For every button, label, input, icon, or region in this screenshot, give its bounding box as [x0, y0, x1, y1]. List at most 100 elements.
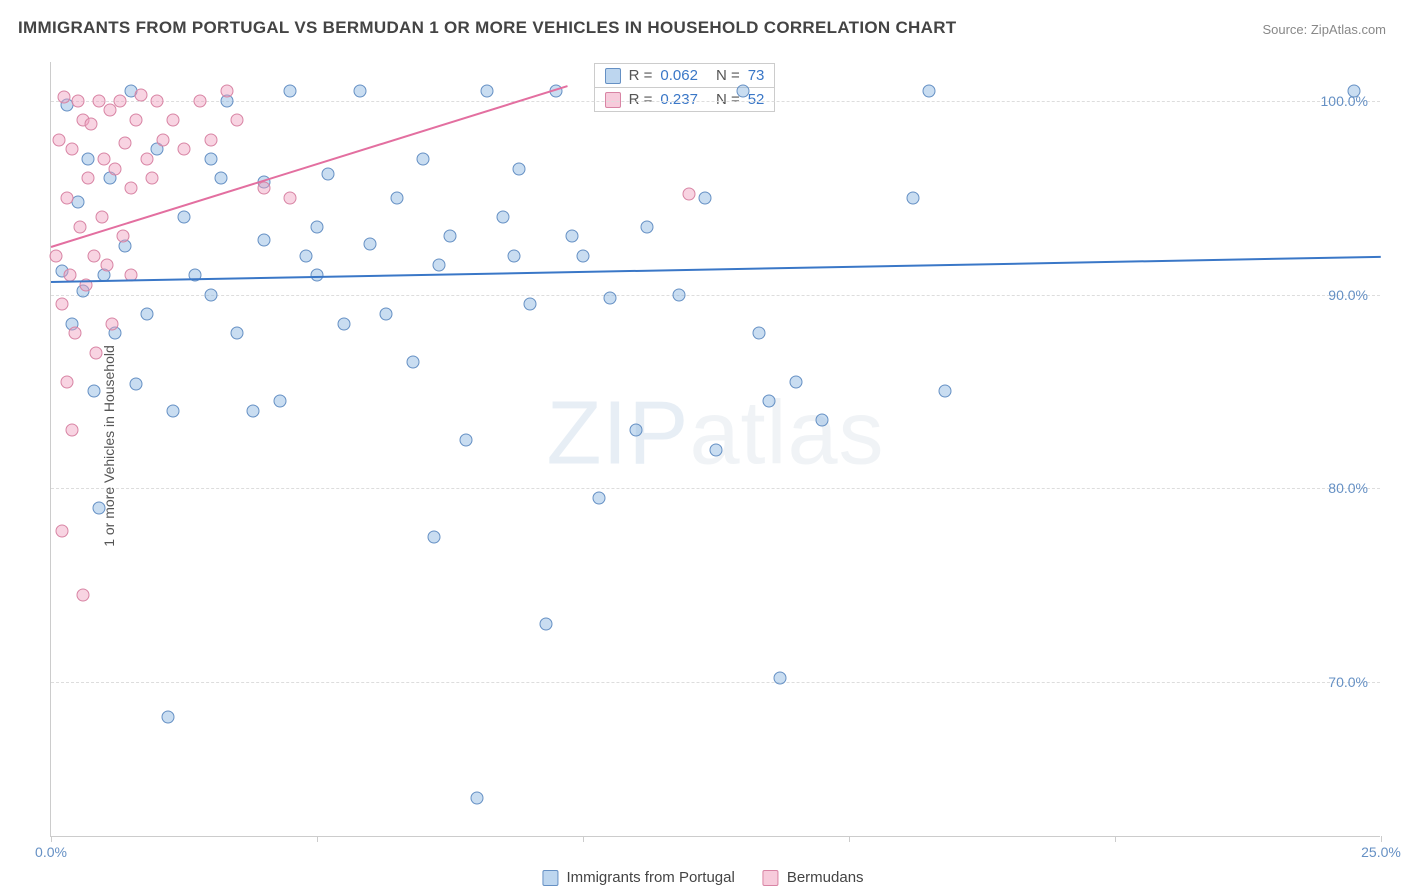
data-point	[752, 327, 765, 340]
data-point	[507, 249, 520, 262]
data-point	[215, 172, 228, 185]
data-point	[60, 191, 73, 204]
data-point	[428, 530, 441, 543]
data-point	[592, 491, 605, 504]
y-tick-label: 70.0%	[1328, 674, 1368, 690]
data-point	[922, 85, 935, 98]
stat-n-label: N =	[716, 67, 740, 84]
data-point	[906, 191, 919, 204]
data-point	[116, 230, 129, 243]
x-tick	[583, 836, 584, 842]
legend-label: Bermudans	[787, 869, 864, 886]
data-point	[178, 211, 191, 224]
data-point	[231, 114, 244, 127]
series-swatch-icon	[605, 92, 621, 108]
data-point	[247, 404, 260, 417]
data-point	[321, 168, 334, 181]
data-point	[444, 230, 457, 243]
data-point	[140, 307, 153, 320]
data-point	[204, 133, 217, 146]
data-point	[66, 143, 79, 156]
data-point	[167, 404, 180, 417]
data-point	[82, 152, 95, 165]
data-point	[710, 443, 723, 456]
data-point	[108, 162, 121, 175]
data-point	[577, 249, 590, 262]
stat-n-value: 73	[748, 67, 765, 84]
data-point	[566, 230, 579, 243]
data-point	[178, 143, 191, 156]
gridline	[51, 682, 1380, 683]
data-point	[789, 375, 802, 388]
data-point	[98, 152, 111, 165]
x-tick	[1115, 836, 1116, 842]
stat-r-value: 0.237	[660, 91, 698, 108]
data-point	[630, 424, 643, 437]
data-point	[481, 85, 494, 98]
data-point	[284, 85, 297, 98]
data-point	[417, 152, 430, 165]
data-point	[539, 617, 552, 630]
data-point	[459, 433, 472, 446]
data-point	[95, 211, 108, 224]
data-point	[135, 88, 148, 101]
data-point	[497, 211, 510, 224]
gridline	[51, 488, 1380, 489]
data-point	[513, 162, 526, 175]
legend-swatch-icon	[763, 870, 779, 886]
series-swatch-icon	[605, 68, 621, 84]
data-point	[470, 792, 483, 805]
data-point	[130, 377, 143, 390]
chart-title: IMMIGRANTS FROM PORTUGAL VS BERMUDAN 1 O…	[18, 18, 956, 38]
data-point	[92, 94, 105, 107]
data-point	[68, 327, 81, 340]
data-point	[162, 710, 175, 723]
data-point	[106, 317, 119, 330]
x-tick	[1381, 836, 1382, 842]
x-tick	[317, 836, 318, 842]
legend: Immigrants from Portugal Bermudans	[542, 869, 863, 886]
data-point	[71, 94, 84, 107]
data-point	[52, 133, 65, 146]
data-point	[103, 104, 116, 117]
data-point	[204, 152, 217, 165]
data-point	[220, 85, 233, 98]
y-axis-label: 1 or more Vehicles in Household	[101, 345, 117, 547]
data-point	[380, 307, 393, 320]
data-point	[284, 191, 297, 204]
x-tick-label: 0.0%	[35, 844, 67, 860]
data-point	[736, 85, 749, 98]
data-point	[119, 137, 132, 150]
data-point	[193, 94, 206, 107]
data-point	[683, 187, 696, 200]
watermark: ZIPatlas	[546, 382, 884, 485]
data-point	[50, 249, 63, 262]
data-point	[114, 94, 127, 107]
gridline	[51, 101, 1380, 102]
stat-n-value: 52	[748, 91, 765, 108]
data-point	[231, 327, 244, 340]
data-point	[55, 524, 68, 537]
data-point	[100, 259, 113, 272]
scatter-plot-area: ZIPatlas R =0.062N =73R =0.237N =52 70.0…	[50, 62, 1380, 837]
data-point	[257, 234, 270, 247]
stats-row: R =0.062N =73	[594, 63, 776, 88]
trend-line	[51, 256, 1381, 283]
data-point	[156, 133, 169, 146]
data-point	[353, 85, 366, 98]
data-point	[311, 220, 324, 233]
data-point	[130, 114, 143, 127]
stat-r-value: 0.062	[660, 67, 698, 84]
data-point	[603, 292, 616, 305]
data-point	[1348, 85, 1361, 98]
x-tick	[849, 836, 850, 842]
data-point	[273, 395, 286, 408]
data-point	[58, 90, 71, 103]
data-point	[167, 114, 180, 127]
data-point	[146, 172, 159, 185]
data-point	[66, 424, 79, 437]
data-point	[364, 238, 377, 251]
data-point	[76, 588, 89, 601]
x-tick-label: 25.0%	[1361, 844, 1401, 860]
data-point	[84, 118, 97, 131]
